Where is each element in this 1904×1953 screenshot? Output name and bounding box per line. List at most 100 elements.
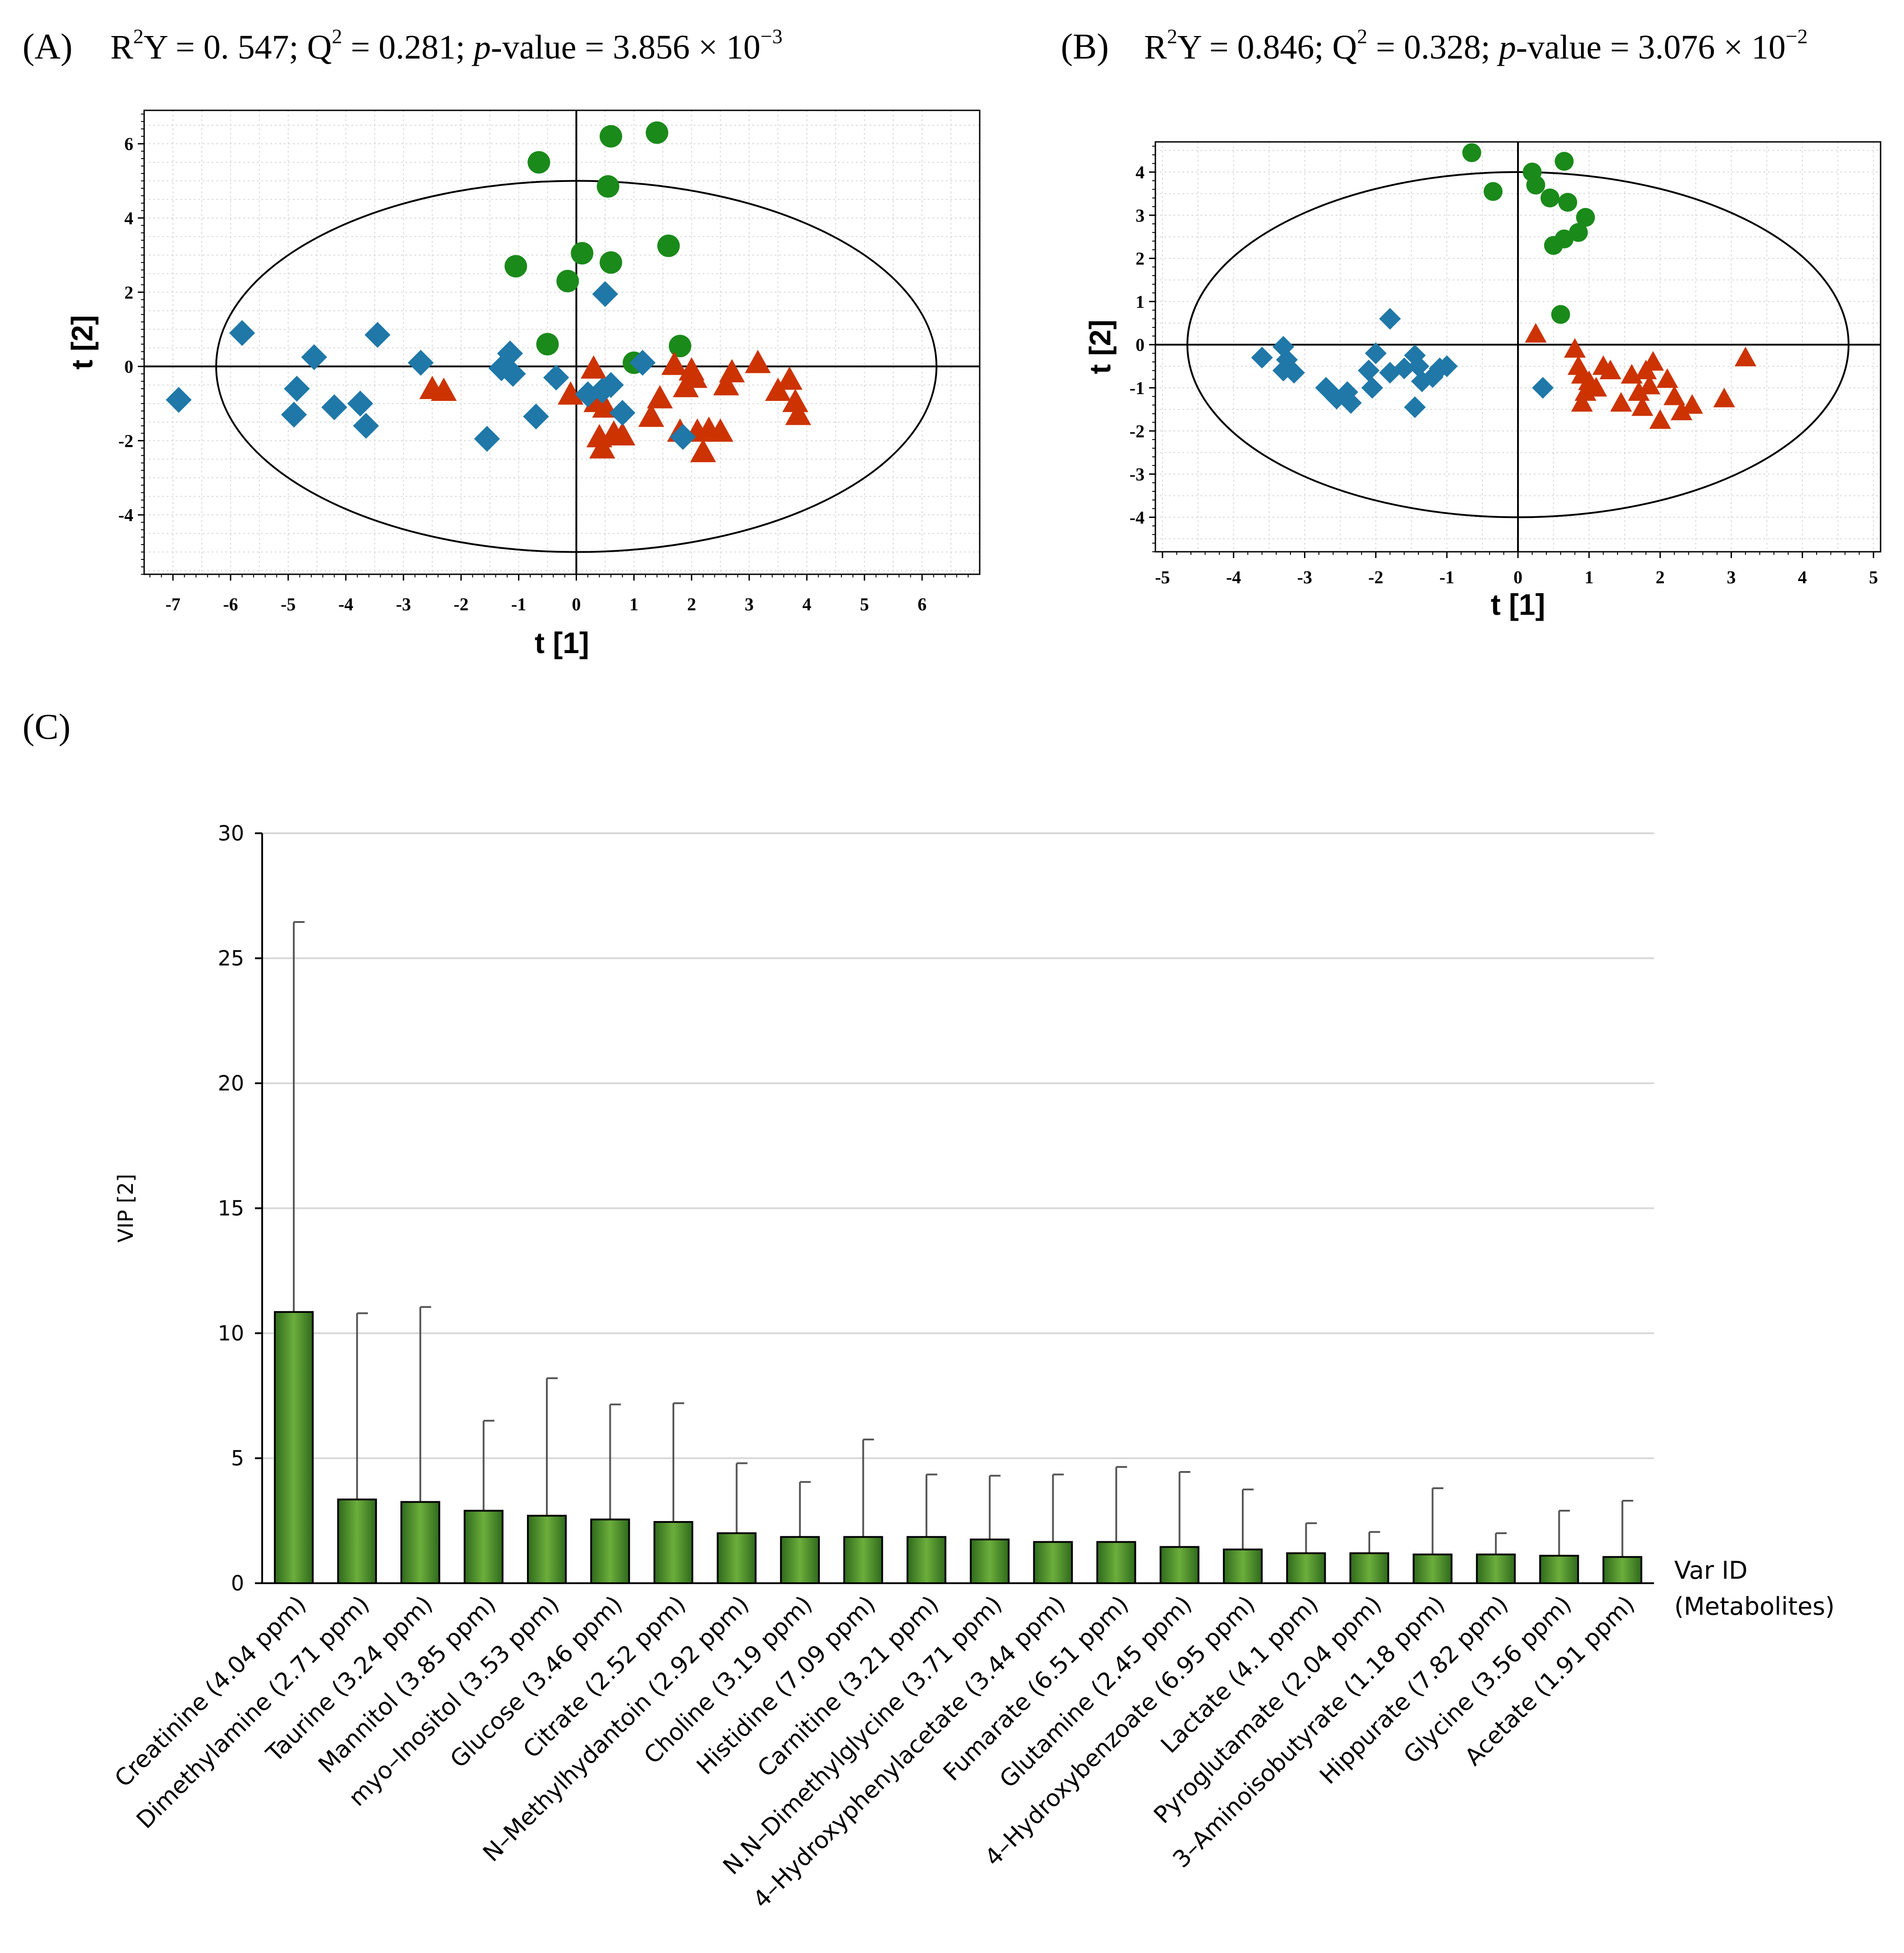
point-triangle — [707, 418, 734, 442]
x-tick-label: 3 — [1727, 567, 1736, 587]
point-circle — [1554, 229, 1574, 249]
point-circle — [1554, 152, 1574, 171]
x-tick-label: -2 — [454, 594, 468, 614]
point-circle — [1576, 208, 1595, 227]
point-diamond — [543, 364, 569, 391]
point-diamond — [166, 386, 192, 413]
point-triangle — [589, 435, 615, 459]
point-diamond — [284, 376, 310, 402]
x-tick-label: -3 — [1297, 567, 1312, 587]
bar-x-axis-title-line1: Var ID — [1674, 1556, 1748, 1585]
point-diamond — [500, 361, 526, 387]
plot-frame-a — [143, 109, 981, 575]
point-circle — [536, 333, 559, 356]
bar-y-axis-title: VIP [2] — [114, 1174, 138, 1243]
point-triangle — [1610, 392, 1632, 412]
bar — [527, 1515, 567, 1584]
point-diamond — [1407, 355, 1430, 377]
point-circle — [1483, 182, 1503, 201]
bar — [1159, 1546, 1200, 1584]
bar — [653, 1521, 694, 1584]
y-tick-label: -4 — [118, 505, 133, 525]
gridlines-a — [144, 110, 980, 574]
point-diamond — [1283, 362, 1305, 384]
point-circle — [1558, 193, 1577, 212]
point-diamond — [281, 401, 307, 428]
point-circle — [1569, 223, 1588, 242]
point-triangle — [782, 389, 809, 412]
panel-b-header: (B) R2Y = 0.846; Q2 = 0.328; p-value = 3… — [1061, 25, 1808, 67]
bar-y-tick-label: 10 — [218, 1321, 244, 1345]
bar — [274, 1311, 314, 1584]
point-triangle — [1638, 375, 1661, 395]
bar — [1539, 1554, 1579, 1584]
x-tick-label: -7 — [165, 594, 180, 614]
y-tick-label: 1 — [1136, 291, 1145, 312]
x-tick-label: 2 — [687, 594, 696, 614]
point-triangle — [745, 350, 771, 373]
point-diamond — [347, 391, 373, 417]
x-tick-label: -3 — [396, 594, 411, 614]
x-tick-label: -1 — [1439, 567, 1454, 587]
bar — [780, 1536, 820, 1584]
point-diamond — [408, 350, 434, 376]
bar — [1286, 1552, 1326, 1584]
bar — [1222, 1549, 1263, 1584]
y-tick-label: 4 — [1136, 162, 1145, 182]
bar — [590, 1518, 630, 1585]
point-triangle — [777, 366, 803, 390]
point-triangle — [609, 422, 636, 445]
point-diamond — [1340, 392, 1362, 414]
point-diamond — [1532, 377, 1554, 399]
point-triangle — [1670, 400, 1693, 421]
point-triangle — [581, 355, 607, 379]
point-triangle — [1734, 346, 1757, 367]
point-circle — [668, 335, 691, 358]
x-tick-label: 1 — [629, 594, 638, 614]
y-tick-label: 0 — [124, 357, 133, 377]
bar-category-label: Pyroglutamate (2.04 ppm) — [1149, 1591, 1387, 1829]
y-tick-label: -4 — [1130, 507, 1145, 527]
point-diamond — [474, 426, 500, 452]
x-tick-label: -1 — [511, 594, 526, 614]
point-triangle — [557, 381, 584, 405]
point-diamond — [1361, 377, 1383, 399]
bar — [1349, 1552, 1390, 1584]
point-diamond — [1379, 362, 1401, 384]
point-circle — [657, 234, 680, 257]
y-axis-title-a: t [2] — [65, 315, 99, 370]
x-tick-label: 3 — [745, 594, 754, 614]
hotelling-ellipse-b — [1186, 171, 1849, 518]
point-triangle — [1525, 323, 1547, 343]
bar — [906, 1536, 946, 1584]
bar — [1096, 1541, 1136, 1585]
point-diamond — [609, 400, 636, 426]
point-diamond — [497, 340, 523, 367]
point-triangle — [1649, 409, 1671, 429]
point-triangle — [690, 439, 716, 463]
y-axis-title-b: t [2] — [1083, 320, 1117, 374]
point-circle — [600, 125, 623, 148]
bar-y-tick-label: 15 — [218, 1196, 244, 1221]
x-tick-label: -2 — [1368, 567, 1383, 587]
x-tick-label: 5 — [860, 594, 869, 614]
bar — [970, 1538, 1010, 1584]
point-triangle — [681, 364, 708, 388]
series-circles — [504, 121, 691, 374]
bar — [1602, 1556, 1642, 1585]
series-diamonds — [166, 281, 696, 452]
panel-b-stats: R2Y = 0.846; Q2 = 0.328; p-value = 3.076… — [1144, 25, 1808, 66]
point-diamond — [598, 372, 624, 398]
bar — [843, 1536, 883, 1584]
y-tick-label: 2 — [1136, 249, 1145, 269]
x-tick-label: 4 — [1798, 567, 1807, 587]
point-diamond — [629, 350, 656, 376]
point-diamond — [1379, 308, 1401, 330]
panel-a-stats: R2Y = 0. 547; Q2 = 0.281; p-value = 3.85… — [110, 25, 782, 66]
bar — [717, 1532, 757, 1584]
point-circle — [1526, 175, 1545, 195]
point-diamond — [1422, 366, 1444, 388]
score-plot-b: -5 -4 -3 -2 -1 0 1 2 3 4 5 -4 -3 -2 -1 0 1 2 3 4 t [1] t [2] — [1083, 141, 1881, 621]
point-circle — [1551, 305, 1570, 324]
